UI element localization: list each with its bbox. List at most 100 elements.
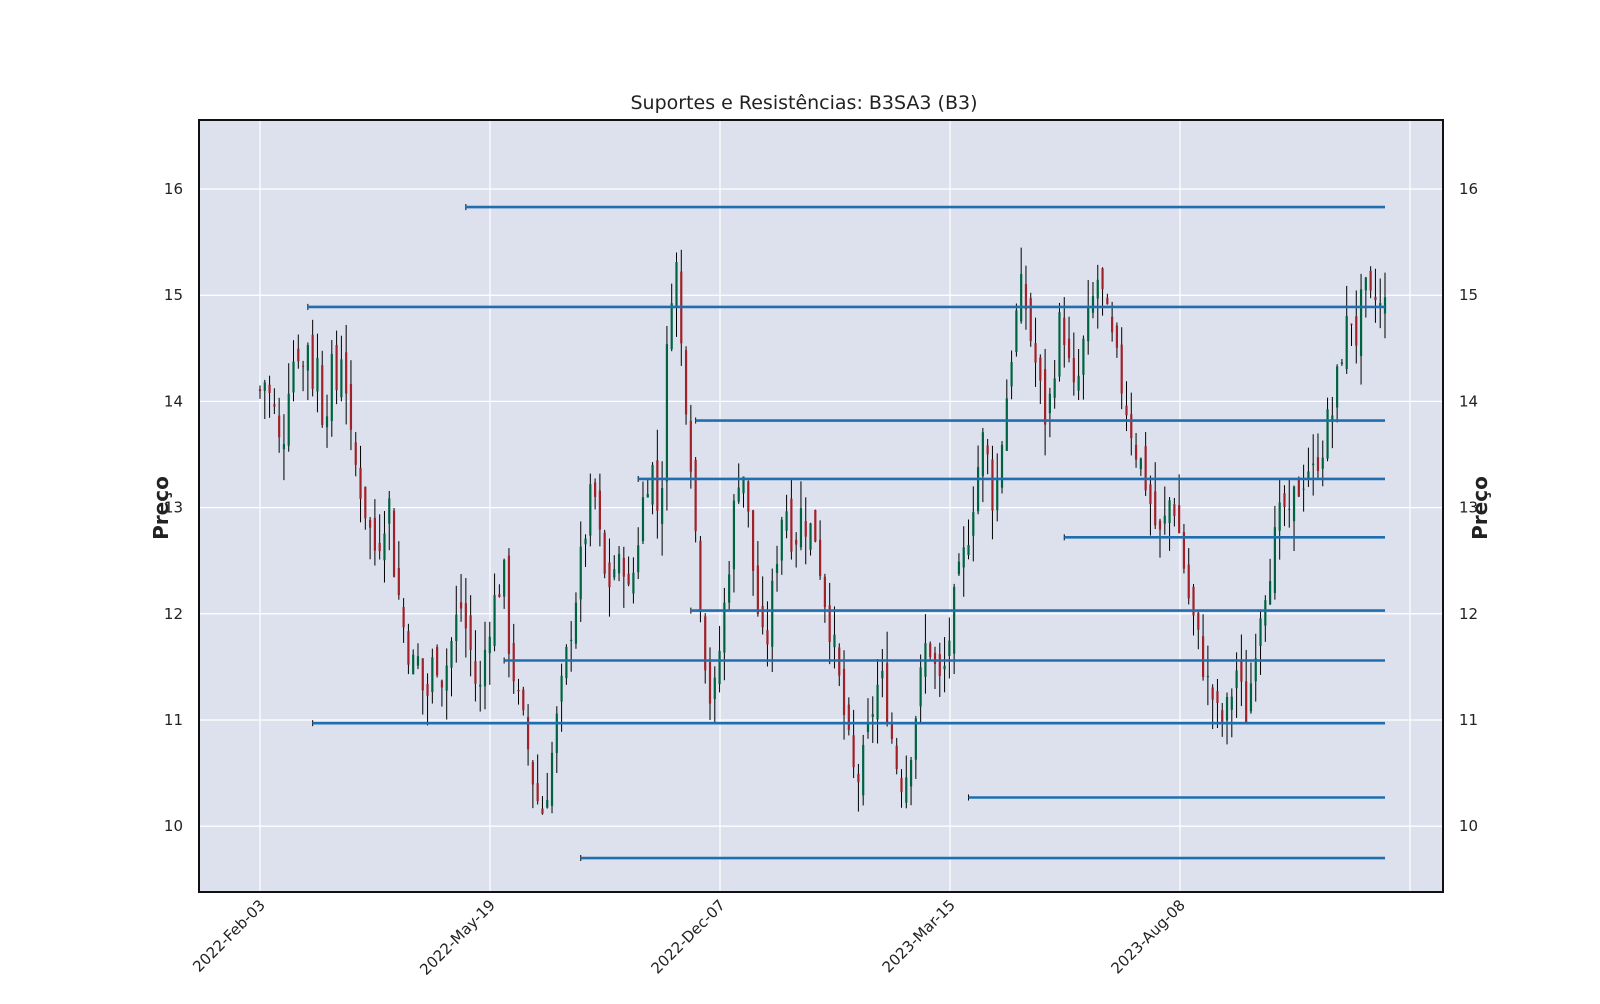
candle-body bbox=[943, 665, 946, 670]
candle-body bbox=[1106, 297, 1109, 305]
candle-body bbox=[373, 517, 376, 551]
candle-body bbox=[1139, 458, 1142, 470]
candle-body bbox=[775, 564, 779, 573]
candle-body bbox=[847, 704, 850, 730]
candle-body bbox=[282, 444, 286, 450]
candle-body bbox=[258, 389, 262, 392]
candle-body bbox=[972, 512, 975, 536]
candle-body bbox=[397, 568, 400, 596]
candle-body bbox=[1302, 488, 1305, 490]
candle-body bbox=[512, 642, 515, 682]
candle-body bbox=[948, 640, 951, 656]
candle-body bbox=[292, 361, 295, 393]
candle-body bbox=[871, 714, 874, 717]
candle-body bbox=[426, 684, 429, 696]
candle-body bbox=[732, 500, 736, 570]
candle-body bbox=[1379, 303, 1382, 308]
candle-body bbox=[464, 603, 467, 629]
y-tick-label-right: 16 bbox=[1459, 180, 1478, 198]
candle-body bbox=[1264, 600, 1267, 626]
candle-body bbox=[1130, 414, 1133, 439]
candle-body bbox=[479, 684, 482, 687]
candle-body bbox=[1383, 297, 1387, 314]
candle-body bbox=[900, 777, 903, 793]
candle-body bbox=[273, 404, 276, 407]
candle-body bbox=[345, 352, 348, 394]
candle-body bbox=[287, 393, 290, 446]
candle-body bbox=[330, 353, 333, 421]
candle-body bbox=[1091, 296, 1095, 313]
candle-body bbox=[1096, 279, 1099, 299]
candle-body bbox=[613, 569, 616, 578]
candles bbox=[258, 247, 1387, 815]
candle-body bbox=[895, 745, 898, 770]
candle-body bbox=[661, 488, 664, 524]
candle-body bbox=[1216, 691, 1219, 703]
candle-body bbox=[359, 467, 362, 499]
candle-body bbox=[412, 654, 415, 675]
candle-body bbox=[780, 519, 783, 561]
candle-body bbox=[641, 497, 645, 542]
candle-body bbox=[766, 630, 769, 645]
candle-body bbox=[1111, 316, 1114, 333]
candle-body bbox=[570, 639, 573, 642]
candle-body bbox=[857, 773, 860, 783]
candle-body bbox=[785, 511, 788, 531]
candle-body bbox=[1134, 444, 1138, 460]
candle-body bbox=[747, 481, 750, 512]
candle-body bbox=[546, 800, 549, 808]
candle-body bbox=[450, 640, 453, 668]
candle-body bbox=[517, 689, 520, 692]
candle-body bbox=[1158, 520, 1162, 530]
candle-body bbox=[656, 460, 659, 511]
y-axis-label-left: Preço bbox=[149, 476, 173, 540]
candle-body bbox=[833, 634, 836, 648]
candle-body bbox=[622, 557, 625, 577]
x-tick-label: 2022-Feb-03 bbox=[189, 896, 269, 976]
candle-body bbox=[689, 420, 692, 472]
candle-body bbox=[349, 384, 353, 430]
candle-body bbox=[301, 365, 305, 367]
candle-body bbox=[1206, 675, 1209, 678]
candle-body bbox=[522, 689, 525, 711]
candle-body bbox=[1254, 658, 1257, 682]
candle-body bbox=[608, 562, 611, 588]
candle-body bbox=[1230, 696, 1233, 710]
y-tick-label-right: 14 bbox=[1459, 392, 1478, 410]
candle-body bbox=[957, 561, 961, 575]
candle-body bbox=[1249, 683, 1253, 712]
candle-body bbox=[1182, 532, 1186, 569]
candle-body bbox=[1201, 636, 1205, 677]
y-tick-label-right: 10 bbox=[1459, 817, 1478, 835]
y-axis-right: 10 11 12 13 14 15 16 bbox=[1459, 180, 1478, 835]
candle-body bbox=[306, 345, 309, 371]
candle-body bbox=[790, 498, 793, 552]
candle-body bbox=[507, 555, 511, 654]
candle-body bbox=[651, 464, 654, 505]
candle-body bbox=[919, 667, 922, 707]
candle-body bbox=[369, 519, 372, 528]
candle-body bbox=[1345, 315, 1348, 370]
candle-body bbox=[723, 602, 726, 653]
candle-body bbox=[416, 656, 420, 666]
candle-body bbox=[483, 649, 487, 687]
candle-body bbox=[1120, 344, 1123, 394]
candle-body bbox=[1005, 398, 1008, 451]
candle-body bbox=[617, 553, 621, 574]
candle-body bbox=[1259, 618, 1262, 646]
candle-body bbox=[1192, 586, 1195, 616]
candle-body bbox=[1316, 457, 1320, 471]
candle-body bbox=[459, 602, 463, 609]
candle-body bbox=[1058, 312, 1061, 377]
candle-body bbox=[603, 532, 606, 574]
candle-body bbox=[1225, 696, 1229, 721]
candle-body bbox=[1101, 268, 1104, 290]
candle-body bbox=[536, 783, 539, 802]
candle-body bbox=[842, 668, 846, 716]
candle-body bbox=[1020, 273, 1023, 322]
candle-body bbox=[1235, 670, 1238, 689]
y-tick-label-right: 12 bbox=[1459, 605, 1478, 623]
candle-body bbox=[1307, 471, 1310, 479]
candle-body bbox=[637, 545, 640, 573]
candle-body bbox=[268, 384, 271, 393]
